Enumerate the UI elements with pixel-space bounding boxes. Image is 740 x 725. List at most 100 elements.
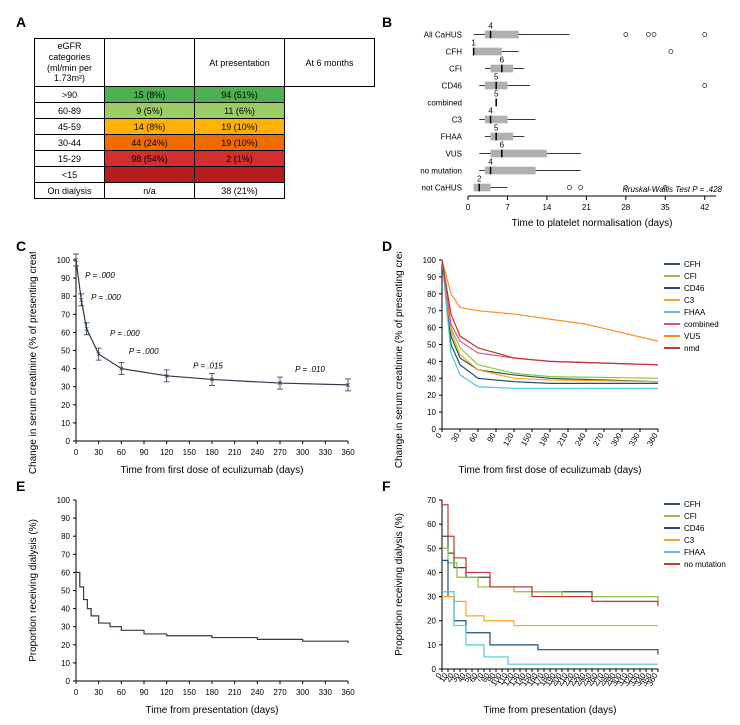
svg-text:100: 100 [57,496,71,505]
svg-text:20: 20 [61,641,70,650]
svg-text:80: 80 [61,292,70,301]
svg-text:4: 4 [488,107,493,116]
panel-e-chart: 0102030405060708090100030609012015018021… [22,492,362,717]
svg-text:100: 100 [423,256,437,265]
svg-text:Time from presentation (days): Time from presentation (days) [483,705,616,716]
egfr-cat: <15 [35,167,105,183]
egfr-pres-cell: 15 (8%) [105,87,195,103]
svg-text:50: 50 [427,544,436,553]
svg-text:90: 90 [140,688,149,697]
svg-text:70: 70 [61,550,70,559]
svg-text:combined: combined [684,320,719,329]
panel-b-chart: 071421283542Time to platelet normalisati… [388,20,728,230]
svg-text:120: 120 [160,688,174,697]
svg-text:P = .000: P = .000 [91,293,121,302]
svg-text:CD46: CD46 [684,284,705,293]
table-row: 15-29 98 (54%) 2 (1%) [35,151,375,167]
egfr-6m-cell [195,167,285,183]
svg-text:P = .000: P = .000 [85,271,115,280]
svg-text:30: 30 [449,431,462,444]
svg-text:Proportion receiving dialysis: Proportion receiving dialysis (%) [394,513,405,656]
panel-c-chart: 0102030405060708090100030609012015018021… [22,252,362,477]
svg-text:60: 60 [427,324,436,333]
svg-text:10: 10 [427,408,436,417]
svg-text:no mutation: no mutation [420,167,462,176]
svg-text:P = .000: P = .000 [129,347,159,356]
svg-text:60: 60 [117,688,126,697]
svg-text:70: 70 [61,310,70,319]
svg-text:300: 300 [296,688,310,697]
svg-text:30: 30 [94,688,103,697]
egfr-row-header: eGFR categories (ml/min per 1.73m²) [35,39,105,87]
table-row: <15 [35,167,375,183]
svg-text:240: 240 [573,431,588,448]
panel-f-chart: 0102030405060700102030405060708090100110… [388,492,728,717]
svg-text:330: 330 [319,448,333,457]
svg-text:0: 0 [66,677,71,686]
svg-text:0: 0 [434,431,444,440]
table-row: 30-44 44 (24%) 19 (10%) [35,135,375,151]
svg-text:4: 4 [488,158,493,167]
svg-text:150: 150 [183,448,197,457]
egfr-cat: 30-44 [35,135,105,151]
svg-text:60: 60 [61,568,70,577]
egfr-pres-cell: 9 (5%) [105,103,195,119]
svg-text:C3: C3 [452,116,463,125]
svg-text:not CaHUS: not CaHUS [422,184,462,193]
svg-text:300: 300 [609,431,624,448]
svg-text:Time from presentation (days): Time from presentation (days) [145,705,278,716]
svg-text:10: 10 [61,659,70,668]
svg-text:4: 4 [488,22,493,31]
svg-text:28: 28 [621,203,630,212]
svg-text:Kruskal-Wallis Test P = .428: Kruskal-Wallis Test P = .428 [622,185,722,194]
svg-text:CFH: CFH [684,500,701,509]
svg-text:20: 20 [427,391,436,400]
svg-text:CFH: CFH [684,260,701,269]
svg-text:120: 120 [160,448,174,457]
svg-text:2: 2 [477,175,482,184]
svg-text:270: 270 [273,448,287,457]
svg-text:80: 80 [61,532,70,541]
svg-text:40: 40 [427,357,436,366]
svg-text:All CaHUS: All CaHUS [424,31,462,40]
egfr-cat: >90 [35,87,105,103]
svg-text:210: 210 [228,448,242,457]
svg-text:P = .010: P = .010 [295,365,325,374]
svg-text:CD46: CD46 [442,82,463,91]
svg-text:VUS: VUS [684,332,700,341]
svg-text:90: 90 [61,274,70,283]
egfr-pres-cell: n/a [105,183,195,199]
svg-text:no mutation: no mutation [684,560,726,569]
svg-text:Proportion receiving dialysis: Proportion receiving dialysis (%) [28,519,39,662]
svg-text:80: 80 [427,290,436,299]
svg-text:21: 21 [582,203,591,212]
egfr-6m-cell: 2 (1%) [195,151,285,167]
svg-text:Time to platelet normalisation: Time to platelet normalisation (days) [512,218,673,229]
svg-text:FHAA: FHAA [684,548,706,557]
svg-text:210: 210 [555,431,570,448]
egfr-col-pres: At presentation [195,39,285,87]
svg-text:30: 30 [61,383,70,392]
svg-text:150: 150 [519,431,534,448]
egfr-6m-cell: 19 (10%) [195,119,285,135]
svg-text:5: 5 [494,90,499,99]
egfr-6m-cell: 11 (6%) [195,103,285,119]
svg-text:40: 40 [61,365,70,374]
egfr-blank [105,39,195,87]
svg-text:CD46: CD46 [684,524,705,533]
svg-text:50: 50 [61,347,70,356]
egfr-6m-cell: 94 (51%) [195,87,285,103]
svg-text:70: 70 [427,496,436,505]
svg-text:270: 270 [591,431,606,448]
svg-text:90: 90 [485,431,498,444]
svg-text:90: 90 [427,273,436,282]
svg-text:C3: C3 [684,296,695,305]
svg-text:nmd: nmd [684,344,700,353]
svg-text:40: 40 [427,568,436,577]
panel-d-chart: 0102030405060708090100030609012015018021… [388,252,728,477]
svg-text:C3: C3 [684,536,695,545]
egfr-6m-cell: 38 (21%) [195,183,285,199]
svg-text:300: 300 [296,448,310,457]
egfr-col-6m: At 6 months [285,39,375,87]
svg-text:0: 0 [74,448,79,457]
